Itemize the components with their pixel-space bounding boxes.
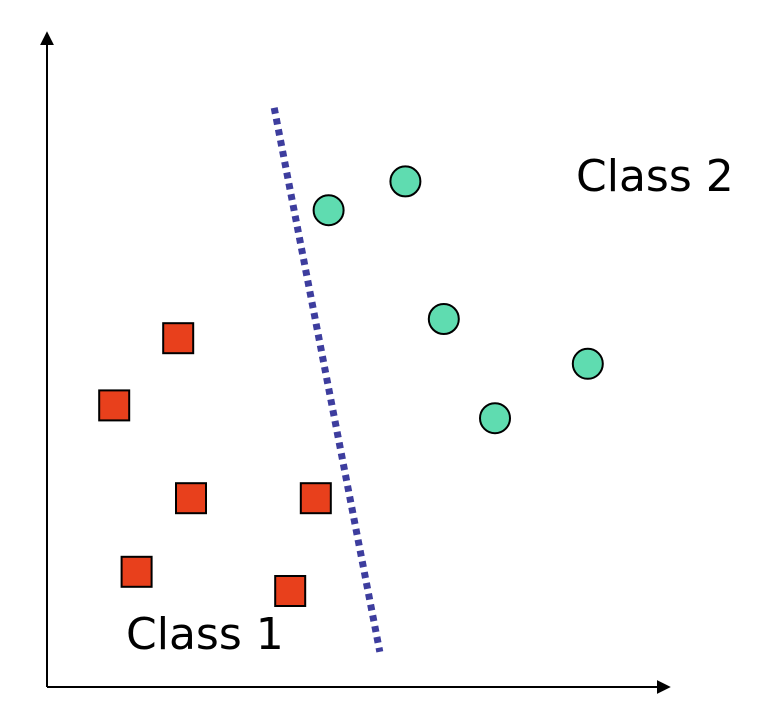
class-1-point-3 [175, 482, 207, 515]
class-1-point-5 [120, 555, 153, 588]
decision-boundary-line [270, 107, 384, 653]
class-2-label: Class 2 [576, 151, 734, 202]
class-1-point-6 [274, 575, 307, 607]
class-1-point-1 [162, 322, 195, 355]
class-2-point-1 [312, 194, 345, 227]
class-2-point-3 [427, 303, 460, 335]
class-2-point-5 [571, 347, 604, 380]
data-points [98, 165, 604, 607]
class-2-point-2 [389, 165, 422, 198]
class-1-point-2 [98, 389, 131, 422]
class-1-point-4 [299, 482, 332, 515]
class-1-label: Class 1 [126, 609, 284, 660]
class-2-point-4 [479, 402, 511, 435]
